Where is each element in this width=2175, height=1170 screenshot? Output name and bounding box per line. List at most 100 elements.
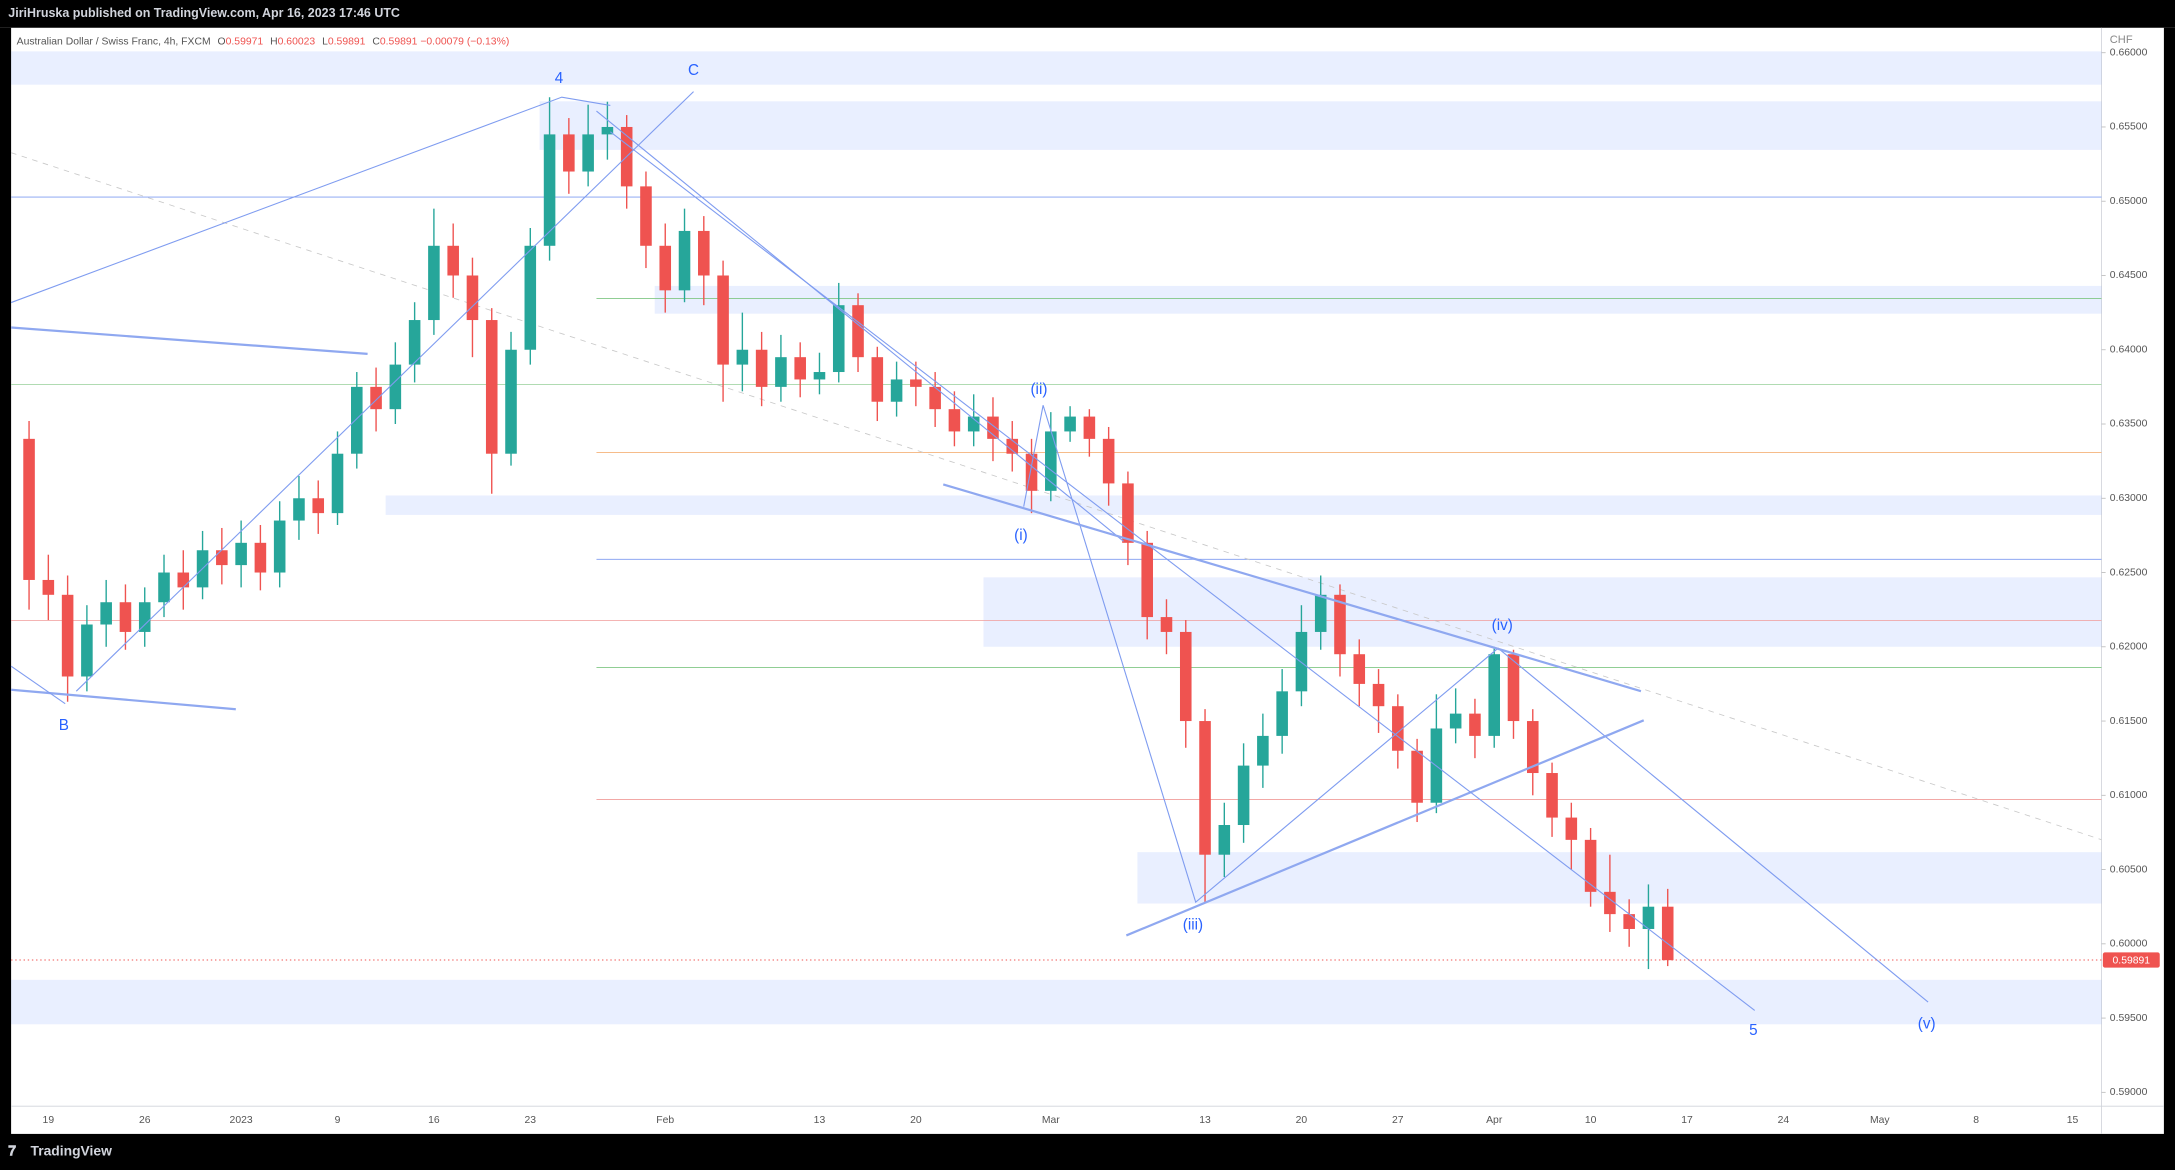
zone bbox=[1137, 852, 2102, 904]
candle-body bbox=[351, 386, 363, 454]
candle-body bbox=[485, 320, 498, 454]
x-tick-label: 20 bbox=[910, 1115, 922, 1126]
x-tick-label: Mar bbox=[1042, 1115, 1060, 1126]
candle-body bbox=[1469, 713, 1481, 736]
wave-label: (v) bbox=[1918, 1015, 1936, 1032]
y-tick-label: 0.61000 bbox=[2110, 790, 2148, 801]
candle-body bbox=[1488, 654, 1500, 736]
candle-body bbox=[1257, 735, 1269, 766]
candle-body bbox=[794, 357, 806, 380]
candle-body bbox=[1604, 891, 1616, 915]
wave-label: (iv) bbox=[1492, 617, 1513, 634]
wave-line bbox=[1023, 405, 1929, 1003]
legend-label: C bbox=[372, 36, 380, 47]
candle-body bbox=[890, 379, 903, 402]
wave-label: 4 bbox=[555, 70, 564, 87]
candle-body bbox=[235, 542, 247, 566]
legend-label: O bbox=[218, 36, 226, 47]
candle-body bbox=[563, 134, 575, 172]
x-tick-label: 16 bbox=[428, 1115, 440, 1126]
candle-body bbox=[1546, 773, 1558, 818]
candle-body bbox=[736, 349, 749, 365]
left-border bbox=[0, 27, 12, 1170]
levels bbox=[10, 152, 2102, 841]
candle-body bbox=[987, 416, 999, 439]
x-tick-label: 26 bbox=[139, 1115, 151, 1126]
y-tick-label: 0.64500 bbox=[2110, 270, 2148, 281]
candle-body bbox=[1237, 765, 1250, 826]
y-tick-label: 0.59500 bbox=[2110, 1013, 2148, 1024]
candle-body bbox=[1584, 839, 1597, 892]
trend-lines bbox=[10, 91, 1929, 1011]
wave-label: (iii) bbox=[1183, 917, 1203, 934]
y-tick-label: 0.62000 bbox=[2110, 642, 2148, 653]
candle-body bbox=[852, 305, 864, 358]
y-tick-label: 0.63500 bbox=[2110, 419, 2148, 430]
zone bbox=[11, 51, 2102, 85]
candle-body bbox=[447, 245, 459, 276]
y-tick-label: 0.61500 bbox=[2110, 716, 2148, 727]
candle-body bbox=[1392, 706, 1404, 751]
candle-body bbox=[42, 579, 55, 595]
x-tick-label: 19 bbox=[43, 1115, 55, 1126]
candle-body bbox=[1006, 438, 1019, 454]
candle-body bbox=[1141, 542, 1153, 618]
x-tick-label: 9 bbox=[335, 1115, 341, 1126]
candle-body bbox=[1179, 631, 1192, 722]
y-tick-label: 0.59000 bbox=[2110, 1087, 2148, 1098]
x-tick-label: 27 bbox=[1392, 1115, 1404, 1126]
trend-line bbox=[75, 91, 694, 692]
candle-body bbox=[717, 275, 729, 365]
candle-body bbox=[910, 379, 922, 387]
candle-body bbox=[81, 624, 93, 677]
y-tick-label: 0.60500 bbox=[2110, 864, 2148, 875]
currency: CHF bbox=[2110, 34, 2133, 46]
dashed-trend bbox=[10, 152, 2102, 841]
candle-body bbox=[601, 126, 614, 135]
candle-body bbox=[1353, 654, 1366, 684]
candle-body bbox=[312, 498, 325, 514]
brand: TradingView bbox=[31, 1143, 113, 1159]
brand-logo: 𝟕 bbox=[8, 1143, 16, 1159]
candle-body bbox=[871, 357, 884, 402]
legend-label: H bbox=[270, 36, 278, 47]
candle-body bbox=[1449, 713, 1462, 729]
candle-body bbox=[1102, 438, 1115, 484]
zone bbox=[11, 979, 2102, 1025]
legend-value: 0.60023 bbox=[278, 36, 316, 47]
zones bbox=[11, 51, 2102, 1025]
legend-change: −0.00079 (−0.13%) bbox=[420, 36, 509, 47]
trend-line bbox=[10, 96, 611, 304]
candle-body bbox=[1507, 654, 1520, 722]
candles bbox=[23, 97, 1674, 970]
candle-body bbox=[1565, 817, 1578, 840]
candle-body bbox=[1218, 825, 1231, 855]
candle-body bbox=[254, 542, 267, 573]
candle-body bbox=[408, 320, 421, 365]
x-tick-label: 17 bbox=[1681, 1115, 1693, 1126]
candle-body bbox=[138, 602, 151, 632]
candle-body bbox=[813, 372, 826, 380]
trend-line bbox=[1125, 719, 1645, 937]
wave-labels: 4 C B (i) (ii) (iii) (iv) (v) 5 bbox=[59, 62, 1936, 1039]
candle-body bbox=[1199, 721, 1211, 855]
y-tick-label: 0.66000 bbox=[2110, 47, 2148, 58]
candle-body bbox=[678, 230, 691, 291]
y-tick-label: 0.60000 bbox=[2110, 939, 2148, 950]
wave-label: 5 bbox=[1749, 1022, 1757, 1039]
candle-body bbox=[659, 245, 672, 291]
candle-body bbox=[61, 594, 74, 677]
candle-body bbox=[755, 349, 768, 387]
x-tick-label: 13 bbox=[1199, 1115, 1211, 1126]
candle-body bbox=[775, 357, 787, 387]
y-tick-label: 0.64000 bbox=[2110, 344, 2148, 355]
candle-body bbox=[1276, 691, 1288, 736]
legend-value: 0.59971 bbox=[226, 36, 264, 47]
candle-body bbox=[1642, 906, 1655, 929]
candle-body bbox=[1122, 483, 1134, 543]
candle-body bbox=[1295, 631, 1308, 692]
candle-body bbox=[1334, 594, 1346, 655]
x-tick-label: Apr bbox=[1486, 1115, 1503, 1126]
zone bbox=[654, 285, 2102, 314]
